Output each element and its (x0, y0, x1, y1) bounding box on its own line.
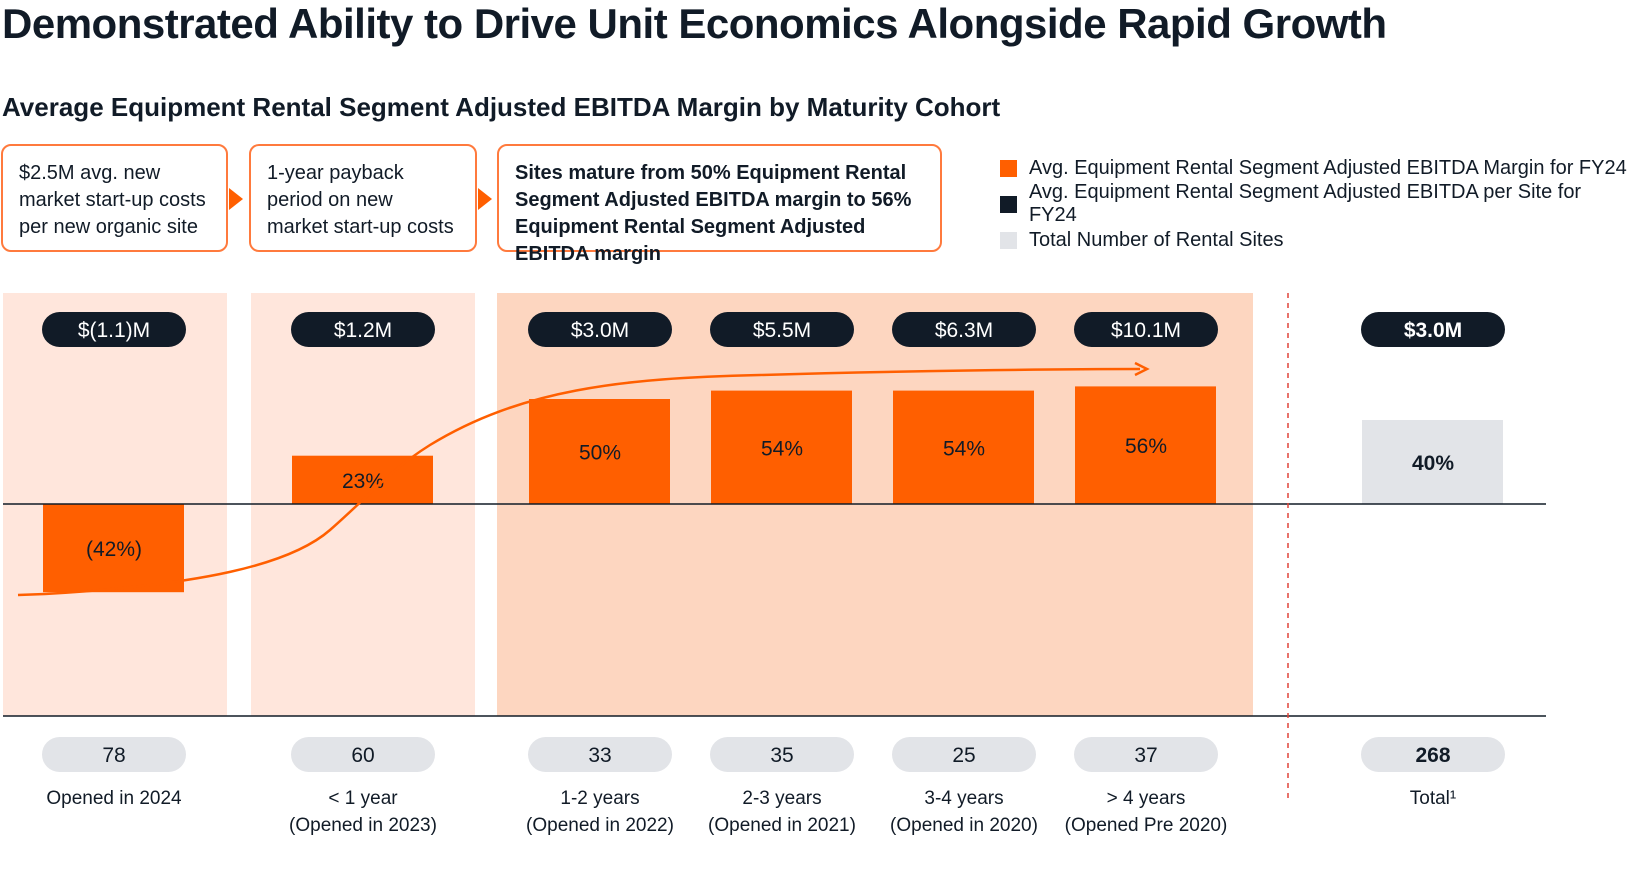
margin-bar (43, 504, 184, 593)
chart-subtitle: Average Equipment Rental Segment Adjuste… (2, 92, 1001, 122)
site-count-pill (1361, 737, 1505, 772)
margin-bar (711, 390, 852, 504)
page-title: Demonstrated Ability to Drive Unit Econo… (2, 0, 1387, 47)
cohort-panel (3, 293, 227, 716)
margin-bar (292, 455, 433, 504)
callout-maturity: Sites mature from 50% Equipment Rental S… (497, 144, 942, 265)
arrow-right-icon (229, 188, 243, 210)
site-count-pill (291, 737, 435, 772)
site-count: 268 (1415, 744, 1450, 767)
callout-startup-costs: $2.5M avg. new market start-up costs per… (1, 144, 228, 252)
category-label: > 4 years (1107, 788, 1186, 809)
ebitda-label: $6.3M (935, 319, 993, 342)
category-sublabel: (Opened in 2020) (890, 815, 1038, 836)
ebitda-label: $(1.1)M (78, 319, 150, 342)
legend: Avg. Equipment Rental Segment Adjusted E… (1000, 150, 1632, 258)
cohort-panel (251, 293, 475, 716)
margin-label: 50% (579, 442, 621, 465)
ebitda-label: $1.2M (334, 319, 392, 342)
ebitda-label: $10.1M (1111, 319, 1181, 342)
margin-bar (529, 399, 670, 504)
site-count: 25 (952, 744, 975, 767)
legend-swatch (1000, 159, 1017, 177)
margin-label: 23% (342, 470, 384, 493)
site-count-pill (528, 737, 672, 772)
site-count: 35 (770, 744, 793, 767)
legend-label: Avg. Equipment Rental Segment Adjusted E… (1028, 181, 1582, 226)
category-label: 2-3 years (742, 788, 821, 809)
category-label: Opened in 2024 (46, 788, 182, 809)
margin-label: 40% (1412, 452, 1454, 475)
legend-swatch (1000, 231, 1017, 249)
site-count: 60 (351, 744, 374, 767)
category-label: 1-2 years (560, 788, 639, 809)
legend-item-ebitda-per-site: Avg. Equipment Rental Segment Adjusted E… (1000, 181, 1632, 226)
site-count-pill (892, 737, 1036, 772)
ebitda-label: $3.0M (571, 319, 629, 342)
margin-label: 56% (1125, 435, 1167, 458)
ebitda-pill (892, 312, 1036, 347)
legend-item-margin: Avg. Equipment Rental Segment Adjusted E… (1000, 150, 1632, 186)
legend-label: Avg. Equipment Rental Segment Adjusted E… (1029, 156, 1627, 179)
legend-label: Total Number of Rental Sites (1029, 228, 1284, 251)
margin-label: (42%) (86, 538, 142, 561)
ebitda-pill (710, 312, 854, 347)
category-sublabel: (Opened in 2023) (289, 815, 437, 836)
arrow-head-icon (1134, 361, 1150, 377)
category-label: Total¹ (1410, 788, 1456, 809)
ebitda-pill (528, 312, 672, 347)
category-sublabel: (Opened in 2021) (708, 815, 856, 836)
margin-label: 54% (943, 437, 985, 460)
ebitda-label: $3.0M (1404, 319, 1462, 342)
category-sublabel: (Opened Pre 2020) (1065, 815, 1228, 836)
ebitda-pill (1074, 312, 1218, 347)
category-label: < 1 year (328, 788, 398, 809)
ebitda-pill (1361, 312, 1505, 347)
mature-cohort-panel (497, 293, 1253, 716)
site-count-pill (42, 737, 186, 772)
callout-payback: 1-year payback period on new market star… (249, 144, 477, 252)
site-count: 78 (102, 744, 125, 767)
margin-bar (1362, 420, 1503, 504)
margin-label: 54% (761, 437, 803, 460)
ebitda-pill (42, 312, 186, 347)
ebitda-pill (291, 312, 435, 347)
site-count-pill (1074, 737, 1218, 772)
arrow-right-icon (478, 188, 492, 210)
margin-bar (893, 390, 1034, 504)
site-count-pill (710, 737, 854, 772)
ebitda-label: $5.5M (753, 319, 811, 342)
trend-curve (17, 367, 1141, 597)
legend-swatch (1000, 195, 1017, 213)
site-count: 37 (1134, 744, 1157, 767)
legend-item-site-count: Total Number of Rental Sites (1000, 222, 1632, 258)
category-label: 3-4 years (924, 788, 1003, 809)
site-count: 33 (588, 744, 611, 767)
category-sublabel: (Opened in 2022) (526, 815, 674, 836)
margin-bar (1075, 386, 1216, 504)
